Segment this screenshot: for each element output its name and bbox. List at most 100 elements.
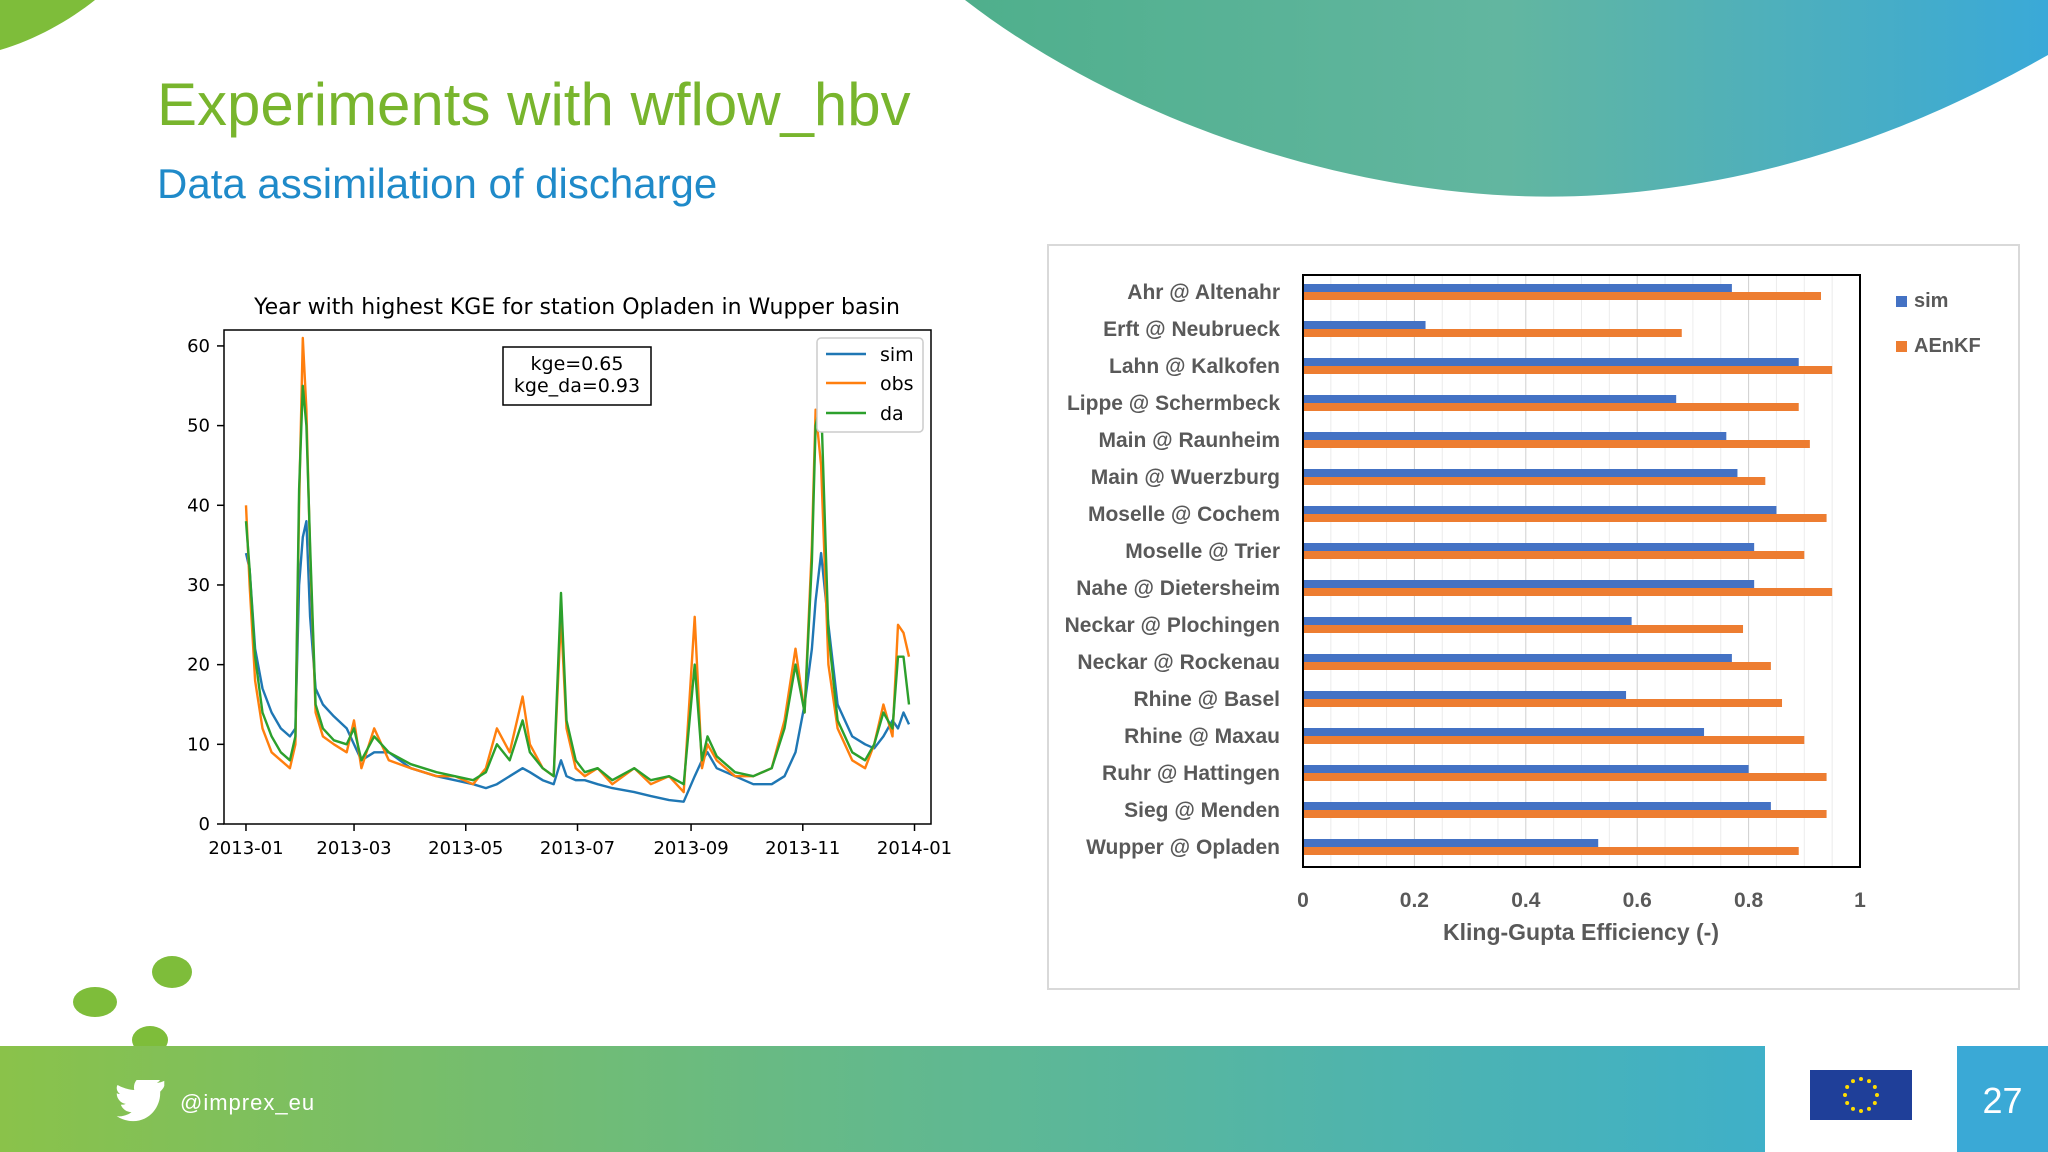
bar-aenkf bbox=[1303, 514, 1827, 522]
x-tick-label: 2013-01 bbox=[208, 838, 283, 859]
annotation-kge-da: kge_da=0.93 bbox=[514, 375, 640, 397]
y-tick-label: 30 bbox=[187, 575, 210, 596]
x-tick-label: 0 bbox=[1297, 889, 1309, 912]
category-label: Ruhr @ Hattingen bbox=[1102, 762, 1280, 785]
bar-sim bbox=[1303, 432, 1727, 440]
x-tick-label: 2013-07 bbox=[540, 838, 615, 859]
bar-sim bbox=[1303, 765, 1749, 773]
category-label: Nahe @ Dietersheim bbox=[1076, 577, 1280, 600]
page-number-box bbox=[1957, 1046, 2048, 1152]
footer-bar bbox=[0, 1046, 1765, 1152]
legend-label-aenkf: AEnKF bbox=[1914, 335, 1981, 357]
legend-swatch-aenkf bbox=[1896, 341, 1907, 352]
slide-title: Experiments with wflow_hbv bbox=[157, 71, 911, 138]
y-tick-label: 50 bbox=[187, 416, 210, 437]
y-tick-label: 20 bbox=[187, 655, 210, 676]
bar-aenkf bbox=[1303, 551, 1805, 559]
bar-sim bbox=[1303, 654, 1732, 662]
bar-aenkf bbox=[1303, 403, 1799, 411]
y-tick-label: 40 bbox=[187, 495, 210, 516]
x-tick-label: 2013-11 bbox=[765, 838, 840, 859]
eu-star bbox=[1851, 1106, 1855, 1111]
eu-stars-icon bbox=[1843, 1077, 1879, 1113]
bar-sim bbox=[1303, 284, 1732, 292]
eu-star bbox=[1845, 1085, 1850, 1089]
x-tick-label: 0.6 bbox=[1623, 889, 1652, 912]
x-axis-label: Kling-Gupta Efficiency (-) bbox=[1443, 919, 1719, 945]
legend-label-sim: sim bbox=[1914, 290, 1948, 312]
bar-sim bbox=[1303, 321, 1426, 329]
x-tick-label: 1 bbox=[1854, 889, 1866, 912]
x-tick-label: 2013-03 bbox=[316, 838, 391, 859]
series-line-obs bbox=[244, 336, 911, 794]
eu-star bbox=[1859, 1077, 1863, 1081]
bar-aenkf bbox=[1303, 699, 1783, 707]
category-label: Erft @ Neubrueck bbox=[1103, 318, 1280, 341]
bar-sim bbox=[1303, 691, 1627, 699]
eu-star bbox=[1872, 1085, 1877, 1089]
bar-sim bbox=[1303, 358, 1799, 366]
y-tick-label: 60 bbox=[187, 336, 210, 357]
legend-label-da: da bbox=[880, 403, 904, 425]
bar-sim bbox=[1303, 543, 1755, 551]
category-label: Lahn @ Kalkofen bbox=[1109, 355, 1280, 378]
x-tick-label: 0.2 bbox=[1400, 889, 1429, 912]
category-label: Moselle @ Cochem bbox=[1088, 503, 1280, 526]
bar-aenkf bbox=[1303, 662, 1771, 670]
eu-star bbox=[1867, 1079, 1871, 1084]
slide-subtitle: Data assimilation of discharge bbox=[157, 160, 718, 207]
y-axis-ticks: 0 10 20 30 40 50 60 bbox=[187, 336, 224, 835]
bar-sim bbox=[1303, 839, 1599, 847]
x-tick-label: 0.8 bbox=[1734, 889, 1764, 912]
bar-sim bbox=[1303, 802, 1771, 810]
legend-label-obs: obs bbox=[880, 373, 914, 395]
series-line-da bbox=[244, 384, 911, 786]
bars bbox=[1303, 284, 1833, 855]
top-left-leaf bbox=[0, 0, 95, 50]
twitter-icon[interactable] bbox=[116, 1080, 172, 1126]
leaf-shape-1 bbox=[152, 956, 192, 988]
category-labels: Ahr @ Altenahr Erft @ Neubrueck Lahn @ Kal… bbox=[1065, 281, 1281, 859]
category-label: Rhine @ Maxau bbox=[1124, 725, 1280, 748]
y-tick-label: 10 bbox=[187, 734, 210, 755]
bar-sim bbox=[1303, 580, 1755, 588]
category-label: Neckar @ Plochingen bbox=[1065, 614, 1280, 637]
bar-aenkf bbox=[1303, 588, 1833, 596]
eu-flag-logo bbox=[1810, 1070, 1912, 1120]
category-label: Moselle @ Trier bbox=[1125, 540, 1280, 563]
bar-aenkf bbox=[1303, 625, 1744, 633]
bar-chart-kge: Ahr @ Altenahr Erft @ Neubrueck Lahn @ Kal… bbox=[1065, 274, 1981, 945]
legend: sim obs da bbox=[816, 337, 924, 433]
annotation-kge: kge=0.65 bbox=[531, 353, 624, 375]
annotation-box: kge=0.65 kge_da=0.93 bbox=[502, 346, 652, 406]
category-label: Main @ Raunheim bbox=[1099, 429, 1281, 452]
eu-star bbox=[1851, 1079, 1855, 1084]
legend-label-sim: sim bbox=[880, 344, 914, 366]
series-lines bbox=[244, 336, 911, 803]
eu-star bbox=[1867, 1106, 1871, 1111]
eu-star bbox=[1872, 1101, 1877, 1105]
x-tick-label: 2013-05 bbox=[428, 838, 503, 859]
category-label: Main @ Wuerzburg bbox=[1091, 466, 1280, 489]
category-label: Wupper @ Opladen bbox=[1086, 836, 1280, 859]
line-chart-discharge: Year with highest KGE for station Oplade… bbox=[187, 295, 952, 859]
bar-aenkf bbox=[1303, 810, 1827, 818]
bar-sim bbox=[1303, 728, 1705, 736]
eu-star bbox=[1843, 1093, 1847, 1097]
bar-aenkf bbox=[1303, 366, 1833, 374]
category-label: Ahr @ Altenahr bbox=[1127, 281, 1280, 304]
twitter-handle[interactable]: @imprex_eu bbox=[180, 1090, 316, 1115]
category-label: Lippe @ Schermbeck bbox=[1067, 392, 1280, 415]
eu-star bbox=[1859, 1109, 1863, 1113]
bar-sim bbox=[1303, 469, 1738, 477]
y-tick-label: 0 bbox=[199, 814, 210, 835]
x-axis-ticks: 2013-01 2013-03 2013-05 2013-07 2013-09 2013-… bbox=[208, 824, 952, 859]
chart-title: Year with highest KGE for station Oplade… bbox=[253, 295, 900, 320]
bar-aenkf bbox=[1303, 329, 1682, 337]
bar-aenkf bbox=[1303, 773, 1827, 781]
x-tick-label: 2014-01 bbox=[877, 838, 952, 859]
legend: sim AEnKF bbox=[1896, 290, 1981, 357]
leaf-shape-2 bbox=[73, 987, 117, 1017]
bar-aenkf bbox=[1303, 736, 1805, 744]
